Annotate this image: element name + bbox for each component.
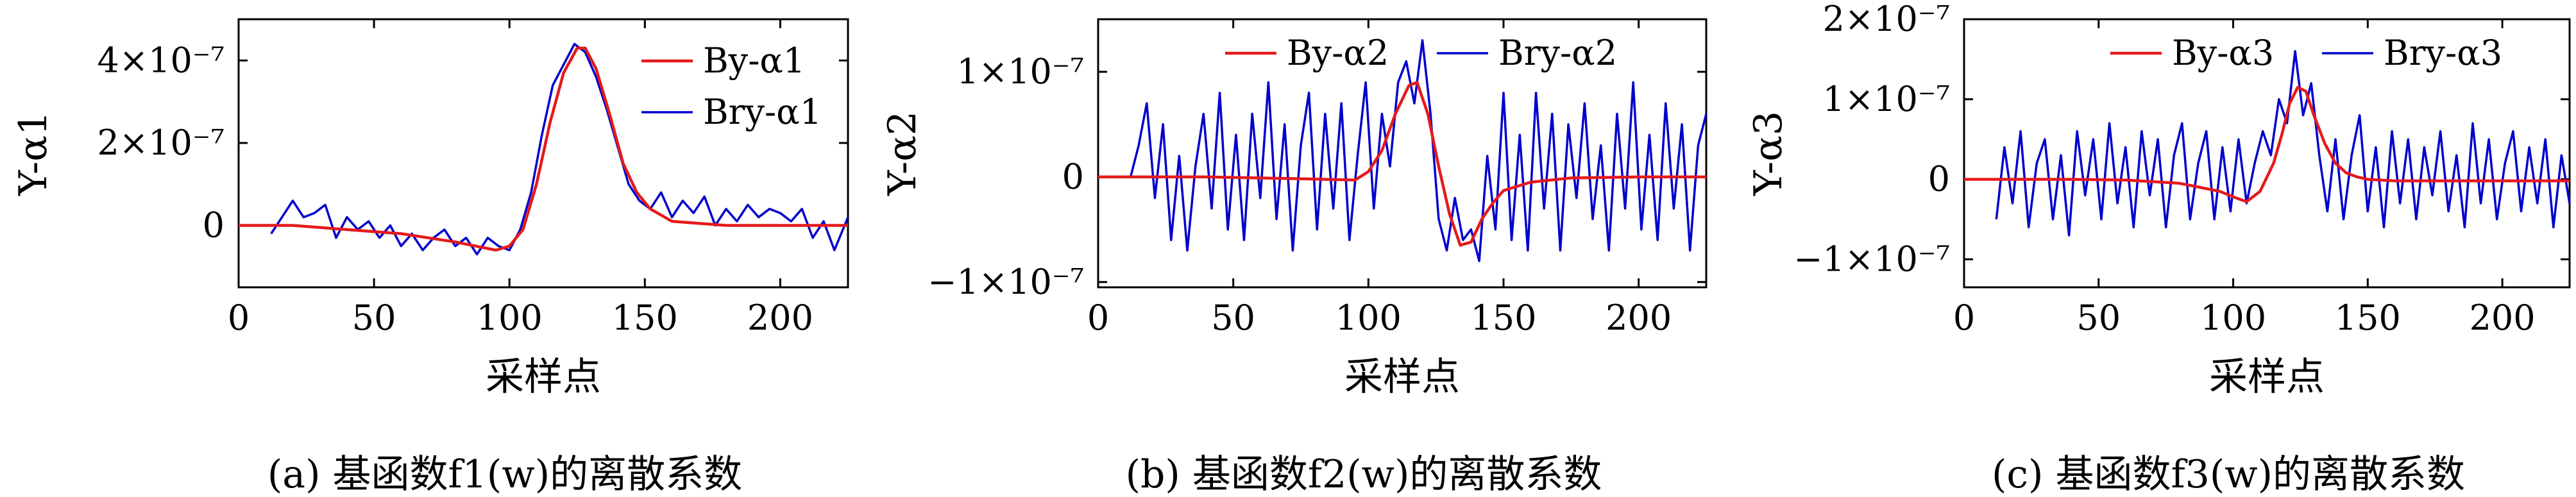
legend-label: By-α3 — [2172, 33, 2274, 73]
y-tick-label: 4×10⁻⁷ — [97, 40, 225, 80]
plot-frame — [1097, 18, 1707, 289]
legend-label: By-α2 — [1287, 33, 1389, 73]
x-tick-label: 200 — [1606, 298, 1672, 338]
legend-label: Bry-α2 — [1498, 33, 1617, 73]
legend-label: Bry-α3 — [2384, 33, 2502, 73]
x-tick-label: 150 — [612, 298, 678, 338]
x-tick-label: 100 — [1335, 298, 1402, 338]
y-tick-label: −1×10⁻⁷ — [1793, 239, 1950, 279]
series-line-bry — [270, 42, 849, 256]
y-tick-label: −1×10⁻⁷ — [928, 262, 1084, 302]
plot-area: 0 50 100 150 200−1×10⁻⁷01×10⁻⁷ By-α2 Bry-α2 — [928, 18, 1707, 338]
x-tick-label: 50 — [2076, 298, 2121, 338]
y-axis-title: Y-α2 — [880, 111, 925, 196]
legend-label: Bry-α1 — [703, 92, 822, 132]
x-tick-label: 150 — [2335, 298, 2401, 338]
panel-c: 0 50 100 150 200−1×10⁻⁷01×10⁻⁷2×10⁻⁷By-α3 Bry… — [1746, 0, 2571, 497]
panel-b: 0 50 100 150 200−1×10⁻⁷01×10⁻⁷ By-α2 Bry-α2 采样… — [880, 18, 1707, 497]
x-tick-label: 200 — [2470, 298, 2536, 338]
y-tick-label: 0 — [1928, 159, 1950, 199]
legend: By-α3 Bry-α3 — [2110, 33, 2502, 73]
x-tick-label: 200 — [747, 298, 813, 338]
series-line-by — [239, 46, 848, 252]
x-tick-label: 0 — [1953, 298, 1975, 338]
x-axis-title: 采样点 — [2209, 355, 2325, 400]
panel-caption: (a) 基函数f1(w)的离散系数 — [267, 452, 742, 497]
plot-frame — [1963, 18, 2571, 289]
legend: By-α1 Bry-α1 — [641, 40, 822, 132]
x-tick-label: 50 — [1211, 298, 1255, 338]
x-axis-title: 采样点 — [1344, 355, 1460, 400]
panel-caption: (b) 基函数f2(w)的离散系数 — [1126, 452, 1602, 497]
plot-frame — [237, 18, 849, 289]
plot-area: 0 50 100 150 200−1×10⁻⁷01×10⁻⁷2×10⁻⁷By-α3 Bry… — [1793, 0, 2571, 338]
x-tick-label: 0 — [1087, 298, 1109, 338]
x-tick-label: 0 — [228, 298, 250, 338]
plot-area: 0 50 100 150 200 0 2×10⁻⁷ 4×10⁻⁷ By-α1 Bry-α1 — [97, 18, 849, 338]
y-axis-title: Y-α1 — [11, 111, 56, 196]
series-line-bry — [1129, 39, 1707, 262]
y-tick-label: 0 — [1062, 156, 1084, 197]
y-tick-label: 2×10⁻⁷ — [1823, 0, 1950, 39]
x-axis-title: 采样点 — [486, 355, 601, 400]
series-line-by — [1098, 81, 1706, 247]
y-tick-label: 1×10⁻⁷ — [1823, 79, 1950, 119]
y-tick-label: 1×10⁻⁷ — [957, 51, 1084, 92]
series-line-by — [1964, 85, 2570, 203]
x-tick-label: 150 — [1470, 298, 1536, 338]
x-tick-label: 50 — [352, 298, 396, 338]
x-tick-label: 100 — [477, 298, 543, 338]
x-tick-label: 100 — [2200, 298, 2266, 338]
y-tick-label: 0 — [203, 205, 225, 246]
y-tick-label: 2×10⁻⁷ — [97, 122, 225, 163]
y-axis-title: Y-α3 — [1746, 111, 1791, 196]
panel-caption: (c) 基函数f3(w)的离散系数 — [1992, 452, 2465, 497]
legend-label: By-α1 — [703, 40, 805, 81]
series-line-bry — [1995, 50, 2571, 237]
legend: By-α2 Bry-α2 — [1225, 33, 1617, 73]
panel-a: 0 50 100 150 200 0 2×10⁻⁷ 4×10⁻⁷ By-α1 Bry-α1 采样点… — [11, 18, 849, 497]
